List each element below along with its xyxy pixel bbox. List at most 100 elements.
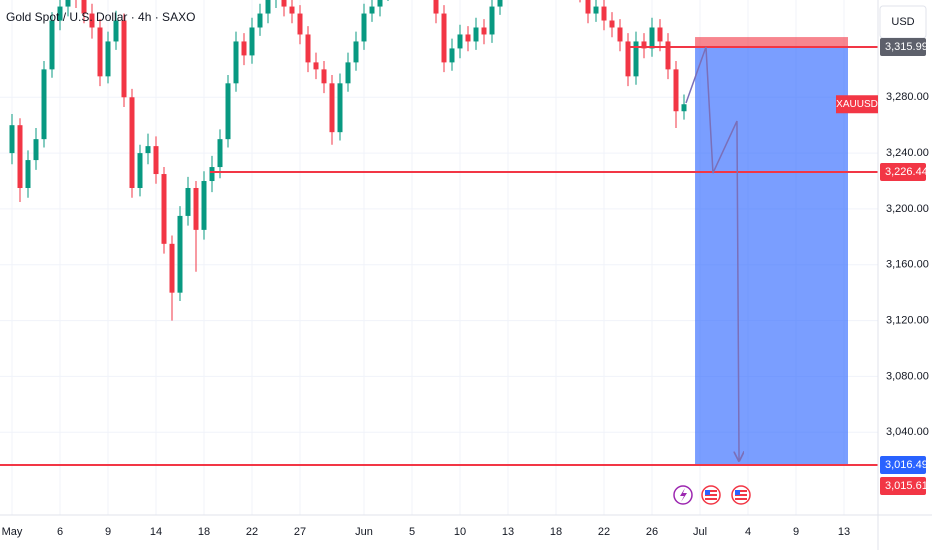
candle-body bbox=[169, 243, 175, 293]
candle-body bbox=[449, 48, 455, 63]
candle-body bbox=[369, 6, 375, 14]
x-tick-label: 13 bbox=[502, 526, 514, 538]
candle-body bbox=[25, 160, 31, 188]
candle-body bbox=[673, 69, 679, 112]
candle-body bbox=[97, 27, 103, 77]
y-tick-label: 3,280.00 bbox=[886, 91, 929, 103]
chart-title: Gold Spot / U.S. Dollar · 4h · SAXO bbox=[6, 10, 195, 24]
x-tick-label: Jun bbox=[355, 526, 373, 538]
x-tick-label: 9 bbox=[105, 526, 111, 538]
candle-body bbox=[585, 0, 591, 14]
candle-body bbox=[129, 97, 135, 188]
x-tick-label: 9 bbox=[793, 526, 799, 538]
currency-box[interactable] bbox=[879, 5, 927, 39]
candle-body bbox=[49, 20, 55, 70]
candle-body bbox=[633, 41, 639, 77]
price-label-box bbox=[880, 477, 926, 496]
projection-line bbox=[685, 46, 739, 461]
event-icons[interactable] bbox=[673, 485, 751, 505]
candle-body bbox=[89, 13, 95, 28]
y-tick-label: 3,160.00 bbox=[886, 259, 929, 271]
x-tick-label: 13 bbox=[838, 526, 850, 538]
x-tick-label: 14 bbox=[150, 526, 162, 538]
candle-body bbox=[313, 62, 319, 70]
candle-body bbox=[377, 0, 383, 7]
candle-body bbox=[657, 27, 663, 42]
candle-body bbox=[121, 20, 127, 98]
candle-body bbox=[489, 6, 495, 35]
candle-body bbox=[625, 41, 631, 77]
candle-body bbox=[649, 27, 655, 49]
price-label-box bbox=[880, 163, 926, 182]
candle-body bbox=[305, 34, 311, 63]
price-label-box bbox=[880, 38, 926, 57]
x-tick-label: 27 bbox=[294, 526, 306, 538]
candle-body bbox=[81, 0, 87, 14]
candle-body bbox=[65, 0, 71, 7]
candle-body bbox=[153, 146, 159, 175]
candle-body bbox=[361, 13, 367, 42]
y-tick-label: 3,040.00 bbox=[886, 426, 929, 438]
candle-body bbox=[161, 174, 167, 244]
symbol-label-box bbox=[836, 95, 878, 114]
candle-body bbox=[481, 27, 487, 35]
candle-body bbox=[33, 139, 39, 161]
x-tick-label: 18 bbox=[550, 526, 562, 538]
candle-body bbox=[433, 0, 439, 14]
candle-body bbox=[249, 27, 255, 56]
candle-body bbox=[321, 69, 327, 84]
candle-body bbox=[17, 125, 23, 188]
candle-body bbox=[233, 41, 239, 84]
target-zone bbox=[695, 47, 848, 466]
candle-body bbox=[217, 139, 223, 168]
x-tick-label: 6 bbox=[57, 526, 63, 538]
y-tick-label: 3,120.00 bbox=[886, 314, 929, 326]
candle-body bbox=[289, 6, 295, 14]
candle-body bbox=[9, 125, 15, 154]
x-tick-label: May bbox=[2, 526, 23, 538]
plot-area bbox=[0, 0, 878, 515]
candle-body bbox=[353, 41, 359, 63]
candle-body bbox=[609, 20, 615, 28]
price-label: 3,226.44 bbox=[885, 166, 928, 178]
candle-body bbox=[105, 41, 111, 77]
x-tick-label: 10 bbox=[454, 526, 466, 538]
candle-body bbox=[185, 187, 191, 216]
x-tick-label: 5 bbox=[409, 526, 415, 538]
currency[interactable]: USD bbox=[891, 16, 914, 28]
candle-body bbox=[209, 167, 215, 182]
x-tick-label: Jul bbox=[693, 526, 707, 538]
candle-body bbox=[225, 83, 231, 140]
candle-body bbox=[113, 20, 119, 42]
y-tick-label: 3,200.00 bbox=[886, 203, 929, 215]
candle-body bbox=[177, 215, 183, 293]
candle-body bbox=[281, 0, 287, 7]
candle-body bbox=[441, 13, 447, 63]
candle-body bbox=[137, 153, 143, 188]
stop-zone bbox=[695, 37, 848, 48]
candle-body bbox=[617, 27, 623, 42]
candle-body bbox=[193, 187, 199, 230]
candle-body bbox=[473, 27, 479, 42]
x-tick-label: 18 bbox=[198, 526, 210, 538]
candle-body bbox=[57, 6, 63, 21]
y-tick-label: 3,080.00 bbox=[886, 370, 929, 382]
candle-body bbox=[497, 0, 503, 7]
candle-body bbox=[665, 41, 671, 70]
candle-body bbox=[641, 41, 647, 49]
candle-body bbox=[601, 6, 607, 21]
candle-body bbox=[201, 181, 207, 230]
candle-body bbox=[241, 41, 247, 56]
price-label-box bbox=[880, 456, 926, 475]
x-tick-label: 4 bbox=[745, 526, 751, 538]
candle-body bbox=[41, 69, 47, 140]
candle-body bbox=[345, 62, 351, 84]
price-label: 3,016.49 bbox=[885, 459, 928, 471]
symbol-label: XAUUSD bbox=[836, 99, 878, 110]
candle-body bbox=[257, 13, 263, 28]
candle-body bbox=[593, 6, 599, 14]
y-tick-label: 3,240.00 bbox=[886, 147, 929, 159]
price-label: 3,015.61 bbox=[885, 480, 928, 492]
candle-body bbox=[457, 34, 463, 49]
